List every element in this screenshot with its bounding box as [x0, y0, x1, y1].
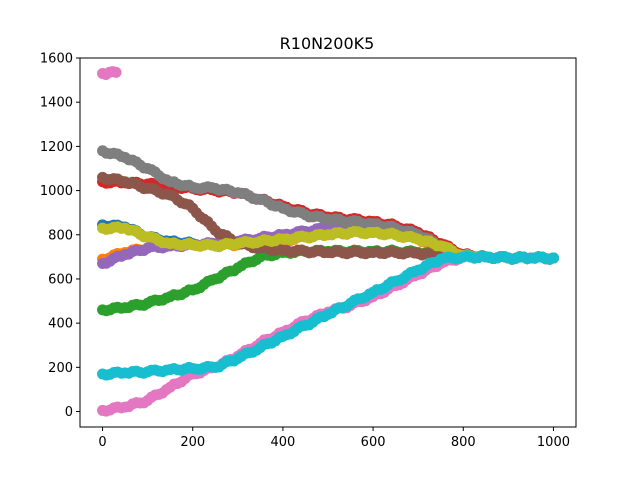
data-point [110, 66, 122, 78]
x-tick-label: 800 [451, 435, 476, 450]
y-tick-label: 0 [65, 405, 73, 420]
x-tick-label: 1000 [537, 435, 570, 450]
plot-frame [79, 57, 577, 428]
y-tick-label: 1400 [40, 96, 73, 111]
y-tick-label: 1200 [40, 140, 73, 155]
x-tick-label: 200 [180, 435, 205, 450]
x-tick-label: 400 [270, 435, 295, 450]
y-axis: 0 200 400 600 800 1000 1200 1400 1600 [40, 52, 80, 420]
y-tick-label: 200 [48, 361, 73, 376]
series-10 [97, 250, 559, 381]
x-tick-label: 0 [98, 435, 106, 450]
x-tick-label: 600 [361, 435, 386, 450]
y-tick-label: 1000 [40, 184, 73, 199]
y-tick-label: 800 [48, 228, 73, 243]
y-tick-label: 1600 [40, 52, 73, 67]
y-tick-label: 400 [48, 317, 73, 332]
chart-title: R10N200K5 [280, 34, 375, 53]
x-axis: 0 200 400 600 800 1000 [98, 427, 570, 450]
plot-points [97, 66, 559, 417]
data-point [547, 252, 559, 264]
y-tick-label: 600 [48, 272, 73, 287]
